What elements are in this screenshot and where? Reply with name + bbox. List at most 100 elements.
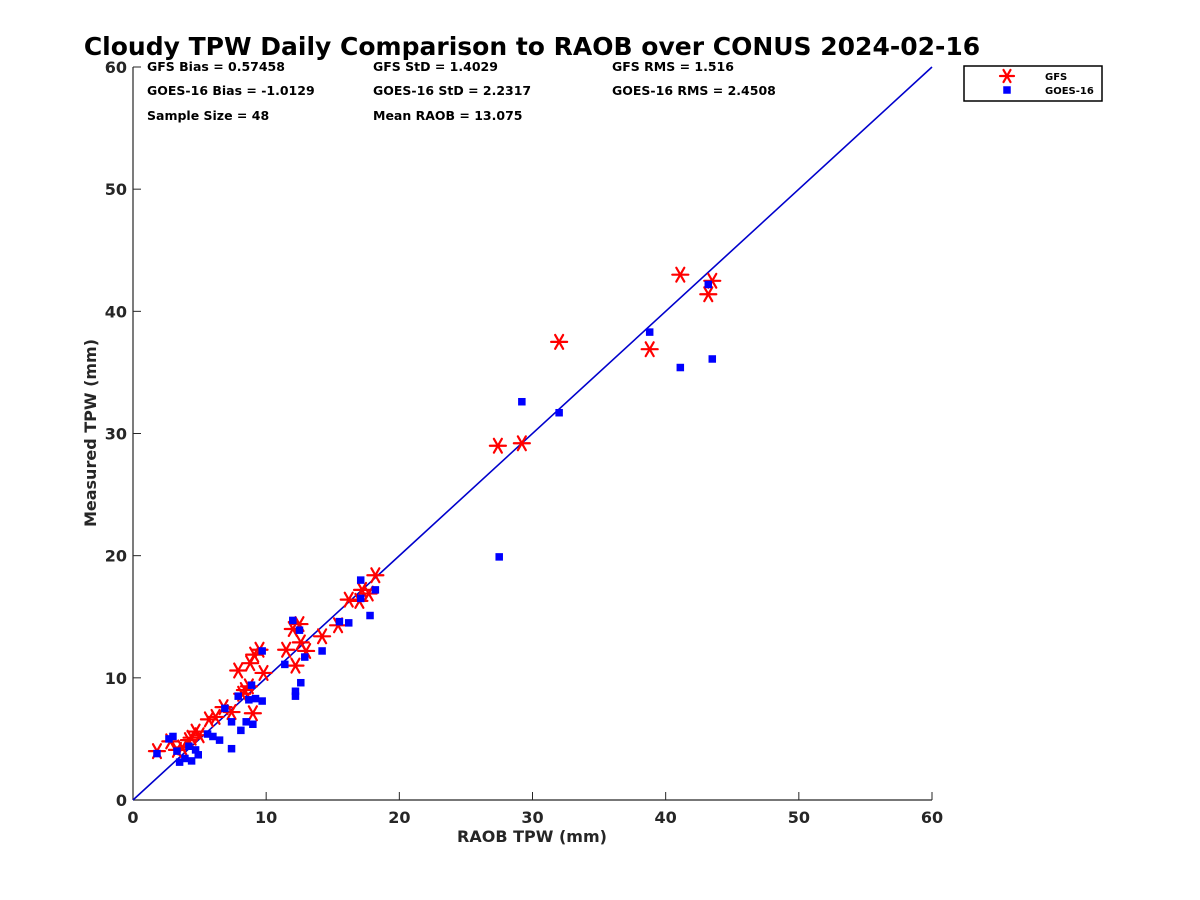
legend-gfs-label: GFS [1045, 72, 1067, 83]
x-tick-label: 20 [388, 808, 410, 827]
goes-16-point [194, 751, 203, 759]
legend: GFS GOES-16 [963, 65, 1103, 102]
legend-goes-16-marker [1003, 86, 1011, 94]
goes-16-point [371, 586, 380, 594]
asterisk-stroke [644, 341, 655, 358]
asterisk-stroke [356, 581, 368, 598]
y-tick-label: 30 [105, 425, 127, 444]
asterisk-stroke [703, 286, 714, 303]
asterisk-stroke [343, 591, 354, 608]
y-axis-label: Measured TPW (mm) [81, 339, 100, 527]
stat-text: GOES-16 Bias = -1.0129 [147, 83, 315, 98]
chart-title: Cloudy TPW Daily Comparison to RAOB over… [84, 32, 980, 61]
stat-text: GOES-16 RMS = 2.4508 [612, 83, 776, 98]
stat-text: GFS StD = 1.4029 [373, 59, 498, 74]
x-tick-label: 40 [655, 808, 677, 827]
goes-16-point [645, 328, 654, 336]
asterisk-stroke [247, 705, 258, 722]
asterisk-stroke [281, 641, 292, 658]
goes-16-point [289, 616, 297, 625]
x-tick-label: 50 [788, 808, 810, 827]
goes-16-point [185, 742, 193, 750]
goes-16-point [245, 696, 253, 704]
goes-16-point [518, 397, 526, 406]
asterisk-stroke [492, 437, 503, 454]
y-tick-label: 20 [105, 547, 127, 566]
goes-16-point [169, 732, 177, 741]
asterisk-stroke [1002, 68, 1012, 84]
gfs-point [312, 628, 332, 645]
asterisk-stroke [258, 664, 269, 681]
gfs-point [366, 567, 385, 584]
goes-16-point [181, 754, 189, 763]
goes-16-point [249, 720, 257, 729]
goes-16-point [708, 355, 717, 363]
stat-text: Mean RAOB = 13.075 [373, 108, 522, 123]
asterisk-stroke [675, 266, 686, 283]
goes-16-point [191, 746, 200, 754]
asterisk-stroke [203, 711, 215, 728]
gfs-point [512, 435, 531, 452]
asterisk-stroke [210, 708, 221, 725]
gfs-point [254, 664, 273, 681]
goes-16-point [676, 363, 685, 372]
goes-16-point [173, 747, 181, 755]
asterisk-stroke [290, 657, 301, 674]
goes-16-point [251, 694, 260, 703]
stat-text: GFS RMS = 1.516 [612, 59, 734, 74]
goes-16-point [165, 735, 173, 743]
goes-16-point [247, 681, 256, 689]
goes-16-point [187, 757, 196, 765]
goes-16-point [175, 758, 184, 766]
goes-16-point [227, 744, 236, 753]
y-tick-label: 10 [105, 669, 127, 688]
goes-16-point [495, 553, 503, 561]
gfs-point [229, 662, 248, 679]
asterisk-stroke [316, 628, 328, 645]
x-axis-label: RAOB TPW (mm) [457, 827, 607, 846]
stat-text: GOES-16 StD = 2.2317 [373, 83, 531, 98]
goes-16-point [335, 617, 344, 626]
goes-16-series [153, 280, 717, 766]
goes-16-point [295, 626, 304, 634]
asterisk-stroke [233, 662, 244, 679]
gfs-point [286, 657, 305, 674]
goes-16-point [297, 678, 305, 687]
asterisk-stroke [370, 567, 381, 584]
goes-16-point [237, 726, 245, 735]
goes-16-point [203, 730, 212, 738]
gfs-point [206, 708, 225, 725]
asterisk-stroke [554, 333, 565, 350]
goes-16-point [234, 692, 242, 700]
asterisk-stroke [363, 585, 374, 602]
goes-16-point [344, 619, 353, 627]
asterisk-stroke [194, 727, 205, 744]
goes-16-point [318, 647, 326, 655]
gfs-point [699, 286, 718, 303]
goes-16-point [153, 749, 161, 758]
y-tick-label: 0 [116, 791, 127, 810]
x-tick-label: 0 [127, 808, 138, 827]
goes-16-point [356, 576, 365, 584]
gfs-point [277, 641, 296, 658]
gfs-point [640, 341, 659, 358]
asterisk-stroke [295, 634, 306, 651]
legend-gfs-marker [998, 68, 1016, 84]
y-tick-label: 40 [105, 302, 127, 321]
goes-16-point [356, 594, 365, 603]
asterisk-stroke [226, 704, 237, 721]
x-tick-label: 60 [921, 808, 943, 827]
goes-16-point [227, 718, 236, 726]
goes-16-point [221, 704, 229, 713]
stat-text: GFS Bias = 0.57458 [147, 59, 285, 74]
gfs-series [147, 266, 722, 760]
plot-area: 0 10 20 30 40 50 60 0 10 20 30 40 50 60 [105, 58, 943, 827]
y-tick-label: 50 [105, 180, 127, 199]
x-tick-label: 30 [521, 808, 543, 827]
goes-16-point [242, 718, 250, 726]
goes-16-point [258, 697, 266, 705]
gfs-point [291, 634, 310, 651]
goes-16-point [291, 692, 300, 700]
goes-16-point [209, 732, 217, 741]
stats-annotations: GFS Bias = 0.57458 GFS StD = 1.4029 GFS RM… [147, 59, 776, 123]
